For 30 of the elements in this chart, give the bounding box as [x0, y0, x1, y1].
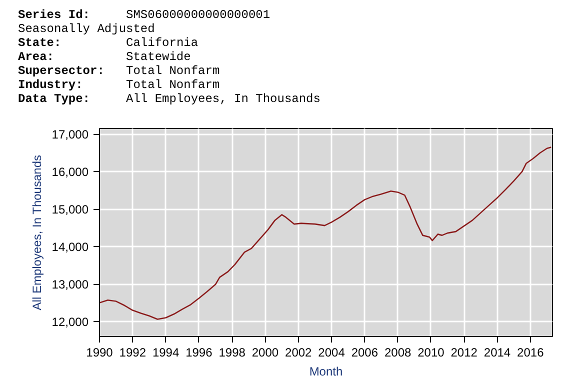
y-tick-label: 16,000: [52, 165, 89, 180]
text: Industry: Total Nonfarm: [18, 78, 220, 92]
y-tick-label: 13,000: [52, 278, 89, 292]
x-tick-label: 1992: [119, 346, 146, 360]
x-tick-label: 2000: [252, 346, 279, 360]
x-tick-label: 2008: [384, 346, 412, 360]
x-tick-label: 2006: [351, 346, 378, 360]
x-tick-label: 2010: [418, 346, 445, 360]
text: Area: Statewide: [18, 50, 191, 64]
text: Seasonally Adjusted: [18, 22, 155, 36]
x-tick-label: 1994: [152, 346, 180, 360]
line-series: [100, 146, 552, 320]
text: Series Id: SMS06000000000000001: [18, 8, 270, 22]
y-tick-label: 17,000: [52, 128, 89, 142]
x-tick-label: 2016: [517, 346, 544, 360]
x-tick-label: 2012: [450, 346, 478, 360]
y-axis-title: All Employees, In Thousands: [30, 155, 44, 310]
x-tick-label: 1990: [86, 346, 114, 360]
y-tick-label: 15,000: [52, 202, 89, 217]
y-tick-label: 14,000: [52, 240, 89, 254]
text: Supersector: Total Nonfarm: [18, 64, 220, 78]
x-tick-label: 1996: [186, 346, 213, 360]
x-tick-label: 2002: [285, 346, 312, 360]
x-tick-label: 2014: [484, 346, 511, 360]
text: State: California: [18, 36, 198, 50]
x-tick-label: 2004: [318, 346, 346, 360]
y-tick-label: 12,000: [52, 315, 89, 330]
x-tick-label: 1998: [218, 346, 246, 360]
text: Data Type: All Employees, In Thousands: [18, 92, 320, 106]
x-axis-title: Month: [309, 364, 343, 378]
